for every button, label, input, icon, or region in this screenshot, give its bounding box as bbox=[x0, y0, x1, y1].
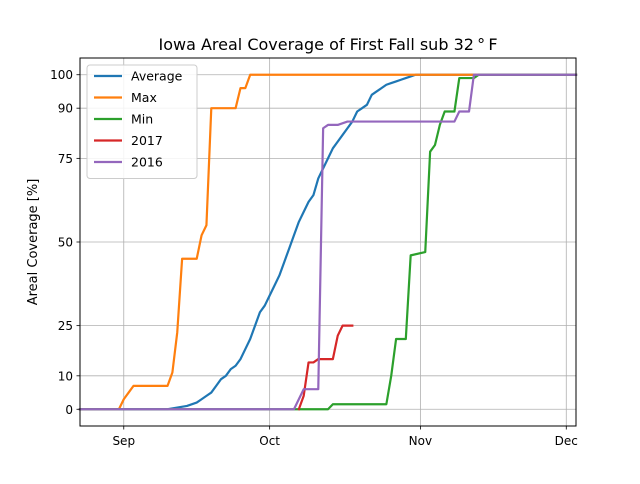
y-tick-label: 0 bbox=[65, 403, 73, 417]
y-tick-label: 10 bbox=[58, 369, 73, 383]
legend-label: 2016 bbox=[131, 155, 163, 170]
y-tick-label: 90 bbox=[58, 102, 73, 116]
y-tick-label: 75 bbox=[58, 152, 73, 166]
legend: Average Max Min 2017 2016 bbox=[86, 64, 198, 179]
y-tick-label: 25 bbox=[58, 319, 73, 333]
series-line-max bbox=[78, 73, 578, 411]
legend-label: 2017 bbox=[131, 133, 163, 148]
axes: 0 10 25 50 75 90 100 Sep Oct Nov Dec bbox=[50, 68, 578, 448]
y-tick-label: 100 bbox=[50, 68, 73, 82]
y-axis-label: Areal Coverage [%] bbox=[26, 179, 41, 306]
x-tick-label: Sep bbox=[112, 434, 135, 448]
legend-label: Min bbox=[131, 112, 153, 127]
chart-title: Iowa Areal Coverage of First Fall sub 32… bbox=[158, 35, 497, 54]
series-group bbox=[78, 73, 578, 411]
legend-label: Max bbox=[131, 90, 157, 105]
x-tick-label: Nov bbox=[409, 434, 432, 448]
y-tick-label: 50 bbox=[58, 236, 73, 250]
x-tick-label: Oct bbox=[259, 434, 280, 448]
series-line-average bbox=[78, 73, 578, 411]
legend-label: Average bbox=[131, 69, 183, 84]
x-tick-label: Dec bbox=[555, 434, 578, 448]
legend-box bbox=[86, 64, 198, 179]
series-line-2016 bbox=[78, 73, 578, 411]
